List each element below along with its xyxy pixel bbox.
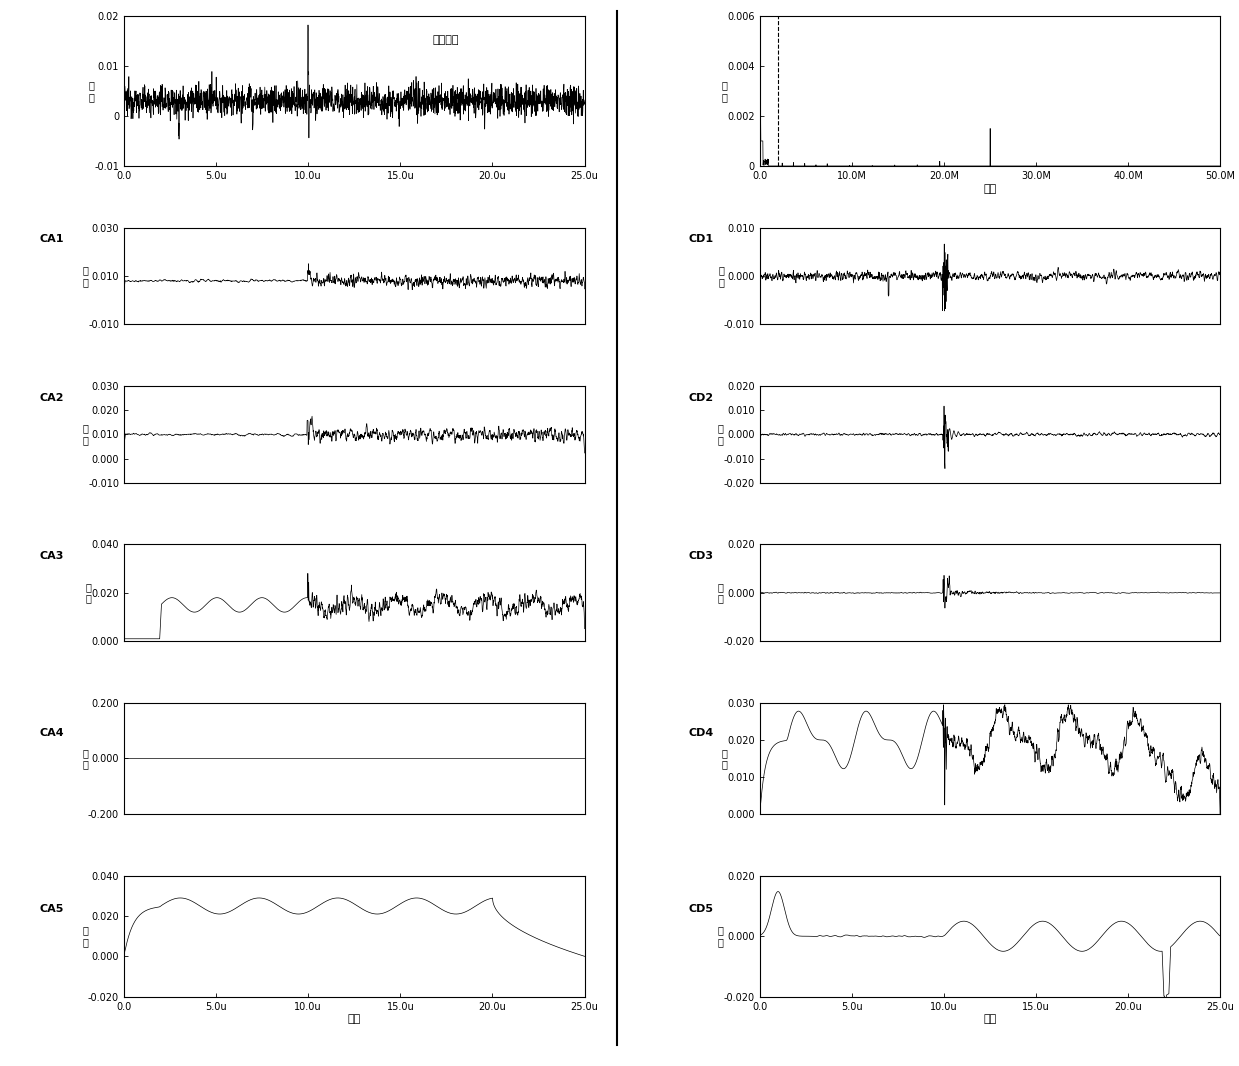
Text: 原始波形: 原始波形 (432, 35, 460, 45)
Y-axis label: 幅
值: 幅 值 (717, 925, 724, 947)
Text: CD4: CD4 (689, 728, 714, 739)
Y-axis label: 幅
值: 幅 值 (88, 80, 94, 101)
Y-axis label: 幅
值: 幅 值 (82, 423, 88, 446)
Y-axis label: 幅
值: 幅 值 (717, 582, 724, 603)
Text: CA1: CA1 (40, 235, 64, 244)
Y-axis label: 幅
值: 幅 值 (82, 747, 88, 770)
Text: CD1: CD1 (689, 235, 714, 244)
Text: CA2: CA2 (40, 392, 64, 403)
Text: CD2: CD2 (689, 392, 714, 403)
Y-axis label: 幅
值: 幅 值 (82, 265, 88, 287)
Text: CA4: CA4 (40, 728, 64, 739)
Y-axis label: 幅
值: 幅 值 (721, 747, 727, 770)
Y-axis label: 幅
值: 幅 值 (719, 265, 724, 287)
Y-axis label: 幅
值: 幅 值 (82, 925, 88, 947)
Text: CD5: CD5 (689, 904, 714, 914)
Text: CA5: CA5 (40, 904, 64, 914)
Text: CA3: CA3 (40, 551, 64, 561)
X-axis label: 时间: 时间 (984, 1015, 996, 1024)
Y-axis label: 幅
值: 幅 值 (717, 423, 724, 446)
X-axis label: 频率: 频率 (984, 183, 996, 194)
Text: CD3: CD3 (689, 551, 714, 561)
Y-axis label: 幅
值: 幅 值 (85, 582, 92, 603)
Y-axis label: 幅
值: 幅 值 (721, 80, 727, 101)
X-axis label: 时间: 时间 (348, 1015, 361, 1024)
